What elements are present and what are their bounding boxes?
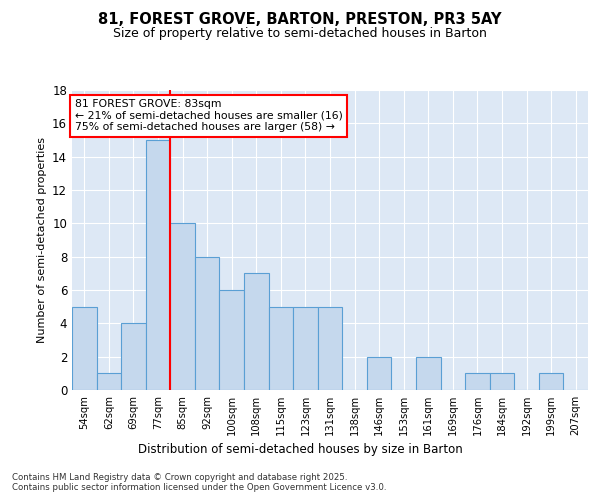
Text: 81 FOREST GROVE: 83sqm
← 21% of semi-detached houses are smaller (16)
75% of sem: 81 FOREST GROVE: 83sqm ← 21% of semi-det… (74, 99, 343, 132)
Bar (121, 324, 146, 390)
Text: 81, FOREST GROVE, BARTON, PRESTON, PR3 5AY: 81, FOREST GROVE, BARTON, PRESTON, PR3 5… (98, 12, 502, 28)
Bar (293, 306, 318, 390)
Bar (269, 306, 293, 390)
Bar (244, 274, 269, 390)
Bar (146, 140, 170, 390)
Bar (318, 306, 342, 390)
Bar (170, 224, 195, 390)
Bar (195, 256, 220, 390)
Bar (539, 374, 563, 390)
Text: Size of property relative to semi-detached houses in Barton: Size of property relative to semi-detach… (113, 28, 487, 40)
Bar (416, 356, 440, 390)
Bar (220, 290, 244, 390)
Bar (367, 356, 391, 390)
Y-axis label: Number of semi-detached properties: Number of semi-detached properties (37, 137, 47, 343)
Text: Distribution of semi-detached houses by size in Barton: Distribution of semi-detached houses by … (137, 442, 463, 456)
Bar (490, 374, 514, 390)
Bar (465, 374, 490, 390)
Bar (72, 306, 97, 390)
Bar (97, 374, 121, 390)
Text: Contains HM Land Registry data © Crown copyright and database right 2025.
Contai: Contains HM Land Registry data © Crown c… (12, 472, 386, 492)
